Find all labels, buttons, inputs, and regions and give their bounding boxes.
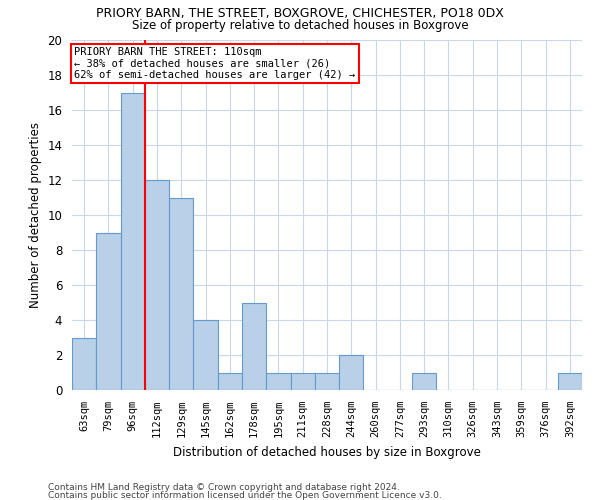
Bar bbox=[121, 92, 145, 390]
Bar bbox=[96, 232, 121, 390]
Text: Contains public sector information licensed under the Open Government Licence v3: Contains public sector information licen… bbox=[48, 490, 442, 500]
Bar bbox=[290, 372, 315, 390]
Bar bbox=[218, 372, 242, 390]
Bar bbox=[339, 355, 364, 390]
Y-axis label: Number of detached properties: Number of detached properties bbox=[29, 122, 42, 308]
Bar bbox=[412, 372, 436, 390]
Bar bbox=[72, 338, 96, 390]
Bar bbox=[242, 302, 266, 390]
Bar bbox=[145, 180, 169, 390]
X-axis label: Distribution of detached houses by size in Boxgrove: Distribution of detached houses by size … bbox=[173, 446, 481, 458]
Bar bbox=[193, 320, 218, 390]
Bar bbox=[169, 198, 193, 390]
Bar bbox=[315, 372, 339, 390]
Text: Size of property relative to detached houses in Boxgrove: Size of property relative to detached ho… bbox=[131, 19, 469, 32]
Bar bbox=[558, 372, 582, 390]
Text: PRIORY BARN THE STREET: 110sqm
← 38% of detached houses are smaller (26)
62% of : PRIORY BARN THE STREET: 110sqm ← 38% of … bbox=[74, 47, 356, 80]
Text: Contains HM Land Registry data © Crown copyright and database right 2024.: Contains HM Land Registry data © Crown c… bbox=[48, 484, 400, 492]
Text: PRIORY BARN, THE STREET, BOXGROVE, CHICHESTER, PO18 0DX: PRIORY BARN, THE STREET, BOXGROVE, CHICH… bbox=[96, 8, 504, 20]
Bar bbox=[266, 372, 290, 390]
